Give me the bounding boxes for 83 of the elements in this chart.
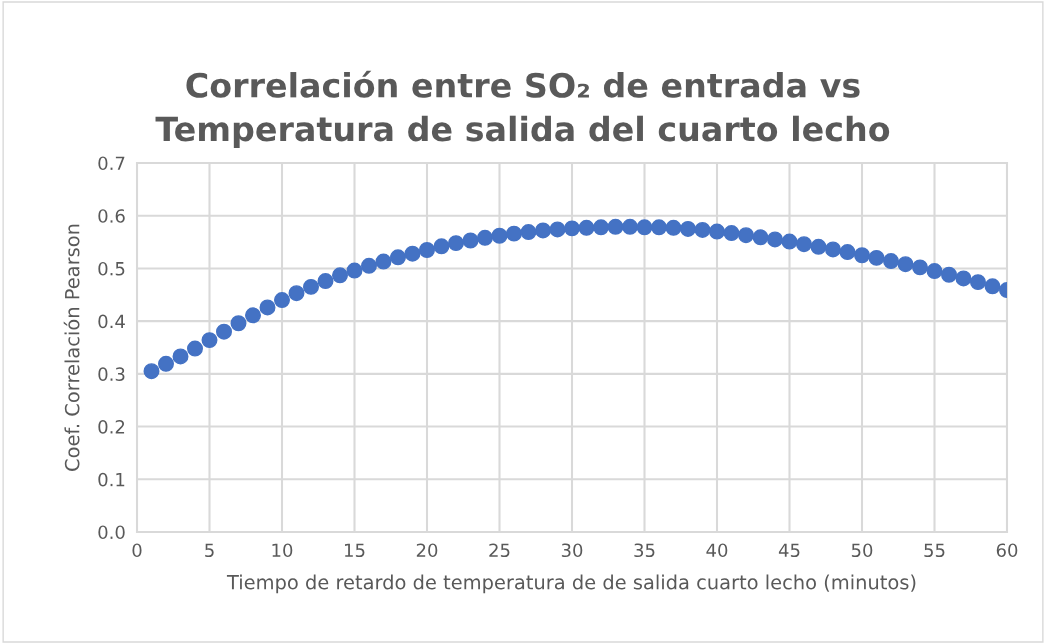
y-tick-label: 0.2: [98, 420, 125, 434]
point: [622, 218, 638, 235]
point: [955, 270, 972, 287]
point: [274, 292, 290, 309]
point: [187, 340, 203, 357]
point: [404, 245, 421, 262]
x-tick-label: 15: [345, 543, 365, 558]
x-tick-label: 35: [634, 543, 655, 558]
point: [738, 227, 754, 244]
y-axis-title: Coef. Correlación Pearson: [63, 224, 80, 471]
point: [201, 332, 218, 349]
point: [781, 233, 798, 250]
x-tick-label: 30: [561, 543, 583, 558]
point: [564, 220, 580, 237]
point: [651, 219, 667, 236]
point: [520, 224, 537, 241]
point: [462, 232, 479, 249]
point: [433, 238, 450, 255]
point: [230, 315, 247, 332]
point: [752, 229, 769, 246]
point: [245, 307, 261, 324]
point: [854, 247, 870, 264]
x-tick-label: 20: [416, 543, 438, 558]
point: [448, 235, 464, 252]
point: [665, 219, 682, 236]
y-tick-label: 0.3: [98, 367, 125, 381]
x-tick-label: 25: [489, 543, 510, 558]
point: [288, 285, 305, 302]
point: [346, 262, 363, 279]
x-tick-label: 40: [706, 543, 728, 558]
point: [694, 221, 711, 238]
point: [636, 219, 653, 236]
y-tick-label: 0.4: [98, 314, 125, 329]
point: [767, 231, 783, 248]
point: [941, 266, 957, 283]
point: [607, 218, 624, 235]
point: [172, 348, 189, 365]
point: [390, 249, 406, 266]
point: [912, 259, 928, 276]
point: [709, 223, 725, 240]
y-tick-label: 0.0: [98, 525, 125, 540]
x-tick-label: 55: [924, 543, 945, 558]
point: [303, 278, 319, 295]
point: [868, 249, 885, 266]
x-tick-label: 0: [132, 543, 142, 558]
x-axis-title: Tiempo de retardo de temperatura de de salida cuarto lecho (minutos): [226, 574, 916, 594]
y-tick-label: 0.6: [98, 209, 125, 223]
point: [419, 241, 435, 258]
point: [970, 274, 986, 291]
point: [506, 225, 522, 242]
point: [810, 238, 827, 255]
point: [549, 221, 566, 238]
point: [839, 244, 856, 261]
point: [680, 220, 696, 237]
point: [796, 236, 812, 253]
point: [361, 257, 377, 274]
point: [259, 299, 276, 316]
point: [143, 363, 160, 380]
x-tick-label: 5: [205, 543, 214, 558]
point: [375, 253, 392, 270]
point: [723, 225, 740, 242]
point: [897, 256, 914, 273]
y-tick-label: 0.5: [98, 261, 125, 276]
x-tick-label: 45: [778, 543, 800, 558]
chart-title: Correlación entre SO₂ de entrada vs Temperatura de salida del cuarto lecho: [155, 70, 890, 148]
y-tick-label: 0.1: [98, 472, 125, 487]
point: [578, 219, 595, 236]
point: [984, 278, 1001, 295]
point: [883, 253, 899, 270]
x-tick-label: 60: [996, 543, 1018, 558]
point: [216, 323, 232, 340]
point: [825, 241, 841, 258]
x-tick-label: 10: [272, 543, 293, 558]
point: [477, 229, 493, 246]
y-tick-label: 0.7: [98, 156, 125, 171]
point: [535, 222, 551, 239]
point: [317, 273, 334, 290]
x-tick-label: 50: [851, 543, 873, 558]
point: [491, 227, 508, 244]
point: [332, 267, 348, 284]
point: [926, 263, 943, 280]
point: [593, 219, 609, 236]
point: [158, 355, 174, 372]
